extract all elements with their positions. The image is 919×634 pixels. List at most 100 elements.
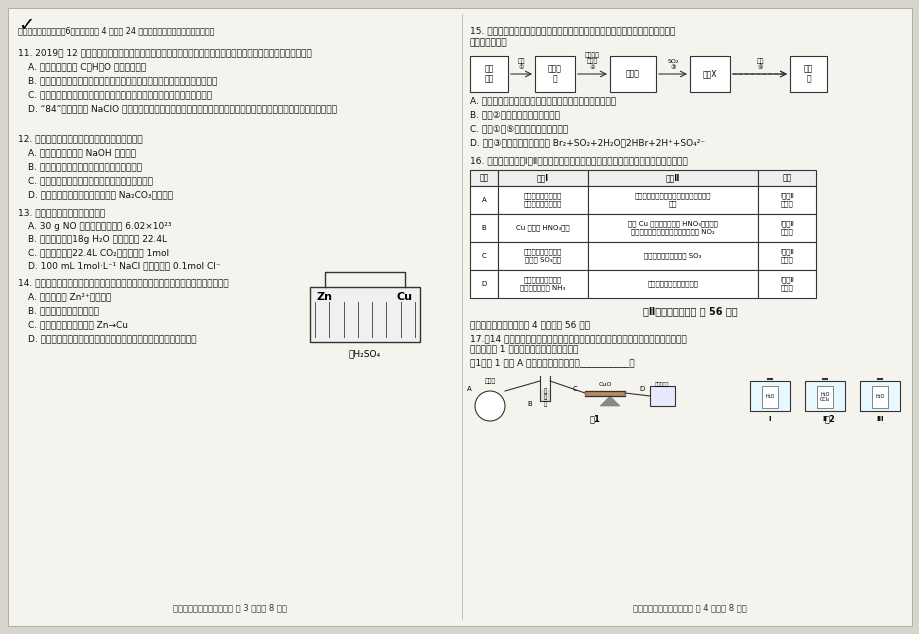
Text: Cu: Cu	[397, 292, 413, 302]
Text: 14. 下图是某同学完成一种稀硫酸原电池的实验后得出的结论和认识，正确的是（　）: 14. 下图是某同学完成一种稀硫酸原电池的实验后得出的结论和认识，正确的是（ ）	[18, 278, 229, 287]
Text: Ⅰ对，Ⅱ
对；无: Ⅰ对，Ⅱ 对；无	[779, 249, 793, 263]
Text: 浓盐酸易挥发，浓硫酸与水作用放出大量
的热: 浓盐酸易挥发，浓硫酸与水作用放出大量 的热	[634, 193, 710, 207]
Text: 通空气、
水蒸气
②: 通空气、 水蒸气 ②	[584, 52, 599, 70]
Text: 二、选择题（本题包括6小题，每小题 4 分，共 24 分，每小题只有一个选项符合题意）: 二、选择题（本题包括6小题，每小题 4 分，共 24 分，每小题只有一个选项符合…	[18, 26, 214, 35]
Text: D. 电子通过硫酸溶液由锤流向铜，在铜电极上氢离子得到而放出氢气: D. 电子通过硫酸溶液由锤流向铜，在铜电极上氢离子得到而放出氢气	[28, 334, 197, 343]
Text: A. 硫酸溶液中 Zn²⁺浓度增大: A. 硫酸溶液中 Zn²⁺浓度增大	[28, 292, 111, 301]
Text: 15. 浩矫的海洋是一个巨大的物质宝库，工业上常用浓缩海水提取溃，下列说法不正: 15. 浩矫的海洋是一个巨大的物质宝库，工业上常用浓缩海水提取溃，下列说法不正	[470, 26, 675, 35]
Bar	[470, 270, 497, 298]
Text: C. 过氧化氢、乙醇、过氧乙酸等消毒液均可以将病毒氧化而达到消毒的目的: C. 过氧化氢、乙醇、过氧乙酸等消毒液均可以将病毒氧化而达到消毒的目的	[28, 90, 211, 99]
Text: Ⅰ对，Ⅱ
对；有: Ⅰ对，Ⅱ 对；有	[779, 277, 793, 291]
Bar	[871, 386, 887, 408]
Text: 无水硫酸铜: 无水硫酸铜	[654, 382, 668, 387]
Bar	[497, 270, 587, 298]
Text: 图2: 图2	[823, 414, 834, 423]
Text: 选项: 选项	[479, 174, 488, 183]
Text: 部分二氧化硪被氧化为 SO₃: 部分二氧化硪被氧化为 SO₃	[643, 253, 701, 259]
Text: Cu 能与稀 HNO₃反应: Cu 能与稀 HNO₃反应	[516, 224, 569, 231]
Text: A. 乙酸和油脂都能与 NaOH 溶液反应: A. 乙酸和油脂都能与 NaOH 溶液反应	[28, 148, 136, 157]
Text: 高一级化学科（期末）试题 第 4 页（共 8 页）: 高一级化学科（期末）试题 第 4 页（共 8 页）	[632, 603, 746, 612]
Text: 物质X: 物质X	[702, 70, 717, 79]
Text: C. 常温常压下，22.4L CO₂的质量的为 1mol: C. 常温常压下，22.4L CO₂的质量的为 1mol	[28, 248, 169, 257]
Bar	[757, 170, 815, 186]
Text: A: A	[482, 197, 486, 203]
Text: C. 步骤①到⑤目的是为了富集溃元素: C. 步骤①到⑤目的是为了富集溃元素	[470, 124, 568, 133]
Text: I: I	[768, 416, 770, 422]
Text: 浓氨水: 浓氨水	[483, 378, 495, 384]
Text: Zn: Zn	[317, 292, 333, 302]
Bar	[470, 214, 497, 242]
Text: B. 口罩中间的表而具有核心作用，其主要原料为聚丙烯，属于有机高分子材料: B. 口罩中间的表而具有核心作用，其主要原料为聚丙烯，属于有机高分子材料	[28, 76, 217, 85]
Bar	[757, 270, 815, 298]
Text: 图1: 图1	[589, 414, 600, 423]
Text: B: B	[527, 401, 531, 407]
Bar	[497, 170, 587, 186]
Bar	[587, 270, 757, 298]
Text: D. 乙醇、乙酸和乙酸乙酯能用等量 Na₂CO₃溶液鉴别: D. 乙醇、乙酸和乙酸乙酯能用等量 Na₂CO₃溶液鉴别	[28, 190, 173, 199]
Text: C: C	[482, 253, 486, 259]
Text: 第Ⅱ部分（非选择题 共 56 分）: 第Ⅱ部分（非选择题 共 56 分）	[642, 306, 736, 316]
Text: 11. 2019年 12 月以来，我国部分地区突发的新冠病毒进而威胁着人们的身体健康，下列有关说法正确的是（　）: 11. 2019年 12 月以来，我国部分地区突发的新冠病毒进而威胁着人们的身体…	[18, 48, 312, 57]
Text: C. 外电路中的电流方向： Zn→Cu: C. 外电路中的电流方向： Zn→Cu	[28, 320, 128, 329]
Bar	[497, 242, 587, 270]
Bar	[310, 287, 420, 342]
Text: D: D	[639, 386, 644, 392]
Text: 浓缩
海水: 浓缩 海水	[483, 64, 494, 84]
Bar	[749, 381, 789, 411]
Text: 13. 下列说法中，正确的是（　）: 13. 下列说法中，正确的是（ ）	[18, 208, 105, 217]
Bar	[816, 386, 832, 408]
Text: 产品
溴: 产品 溴	[803, 64, 812, 84]
Text: 12. 下列关于常见有机物的说法不正确的是（　）: 12. 下列关于常见有机物的说法不正确的是（ ）	[18, 134, 142, 143]
Text: H₂O: H₂O	[874, 394, 884, 399]
Bar	[757, 186, 815, 214]
Text: 鐵盐与硷能发生复分解反应: 鐵盐与硷能发生复分解反应	[647, 281, 698, 287]
Circle shape	[474, 391, 505, 421]
Text: H₂O
CCl₄: H₂O CCl₄	[819, 392, 829, 403]
Text: A. 30 g NO 含有的原子总数为 6.02×10²³: A. 30 g NO 含有的原子总数为 6.02×10²³	[28, 222, 171, 231]
Bar	[497, 214, 587, 242]
Bar	[761, 386, 777, 408]
Text: C: C	[572, 386, 576, 392]
Text: D. 100 mL 1mol·L⁻¹ NaCl 溶液中含有 0.1mol Cl⁻: D. 100 mL 1mol·L⁻¹ NaCl 溶液中含有 0.1mol Cl⁻	[28, 261, 221, 270]
Text: Ⅰ对，Ⅱ
错；无: Ⅰ对，Ⅱ 错；无	[779, 221, 793, 235]
Polygon shape	[599, 396, 619, 406]
Text: 判断: 判断	[781, 174, 790, 183]
Text: 确的是（　　）: 确的是（ ）	[470, 38, 507, 47]
Text: B. 步骤②中体现了溃易挥发的性质: B. 步骤②中体现了溃易挥发的性质	[470, 110, 560, 119]
Bar	[587, 170, 757, 186]
Bar	[470, 56, 507, 92]
Text: A. 海水的淡化方法主要有蒸馈法、电渗析法、离子交换法等: A. 海水的淡化方法主要有蒸馈法、电渗析法、离子交换法等	[470, 96, 616, 105]
Text: D. 步骤③反应的离子方程式为 Br₂+SO₂+2H₂O＝2HBr+2H⁺+SO₄²⁻: D. 步骤③反应的离子方程式为 Br₂+SO₂+2H₂O＝2HBr+2H⁺+SO…	[470, 138, 704, 147]
Text: A. 新型冠状病毒由 C、H、O 三种元素组成: A. 新型冠状病毒由 C、H、O 三种元素组成	[28, 62, 146, 71]
Bar	[757, 242, 815, 270]
Text: H₂O: H₂O	[765, 394, 774, 399]
Text: ✓: ✓	[18, 16, 34, 35]
Bar	[470, 186, 497, 214]
Bar	[859, 381, 899, 411]
Text: SO₂
③: SO₂ ③	[666, 59, 678, 70]
Text: 三、非选择题（本题包括 4 小题，共 56 分）: 三、非选择题（本题包括 4 小题，共 56 分）	[470, 320, 589, 329]
Text: II: II	[822, 416, 826, 422]
Text: 碱
石
灰: 碱 石 灰	[543, 389, 546, 407]
Text: 硚单质在纯氧中燃烧
有少量 SO₃生成: 硚单质在纯氧中燃烧 有少量 SO₃生成	[523, 249, 562, 263]
Text: A: A	[467, 386, 471, 392]
Text: B. 标准状况下，18g H₂O 的体积约为 22.4L: B. 标准状况下，18g H₂O 的体积约为 22.4L	[28, 235, 167, 244]
Text: 17.（14 分）人类的农业生产离不开氮肥，几乎所有的氮肥都以氮为原料，某化学兴趣
小组利用图 1 装置制备氨并探究相关性质。: 17.（14 分）人类的农业生产离不开氮肥，几乎所有的氮肥都以氮为原料，某化学兴…	[470, 334, 686, 353]
Text: 高一级化学科（期末）试题 第 3 页（共 8 页）: 高一级化学科（期末）试题 第 3 页（共 8 页）	[173, 603, 287, 612]
Bar	[804, 381, 844, 411]
Text: 16. 下表中，对陈述Ⅰ、Ⅱ的正确性及两者间是否具有因果关系的判断都正确的是（　　）: 16. 下表中，对陈述Ⅰ、Ⅱ的正确性及两者间是否具有因果关系的判断都正确的是（ …	[470, 156, 687, 165]
Text: B. 淠粉水解与纤维素水解得到的最终产物相同: B. 淠粉水解与纤维素水解得到的最终产物相同	[28, 162, 142, 171]
Bar	[535, 56, 574, 92]
Bar	[587, 242, 757, 270]
Bar	[497, 186, 587, 214]
Text: D. “84”消毒液是以 NaClO 为主要有效成分的消毒液，为了提升消毒效果，可以与洁妙灵（主要成分为盐酸）混合使用: D. “84”消毒液是以 NaClO 为主要有效成分的消毒液，为了提升消毒效果，…	[28, 104, 336, 113]
Text: B. 在该原电池中，铜作负极: B. 在该原电池中，铜作负极	[28, 306, 99, 315]
Text: 粗产品
溴: 粗产品 溴	[548, 64, 562, 84]
Text: 溴蒸气: 溴蒸气	[626, 70, 640, 79]
Bar	[757, 214, 815, 242]
Bar	[609, 56, 655, 92]
Text: 礴酸铵和碘石灰共热
用于实验室制备 NH₃: 礴酸铵和碘石灰共热 用于实验室制备 NH₃	[520, 277, 565, 291]
Text: 氯气
①: 氯气 ①	[517, 58, 525, 70]
Text: （1）图 1 装置 A 中，烧瓶内药品可选用___________。: （1）图 1 装置 A 中，烧瓶内药品可选用___________。	[470, 358, 634, 367]
Text: 向浓盐酸中加入浓硫
酸可制备氯化氢气体: 向浓盐酸中加入浓硫 酸可制备氯化氢气体	[523, 193, 562, 207]
